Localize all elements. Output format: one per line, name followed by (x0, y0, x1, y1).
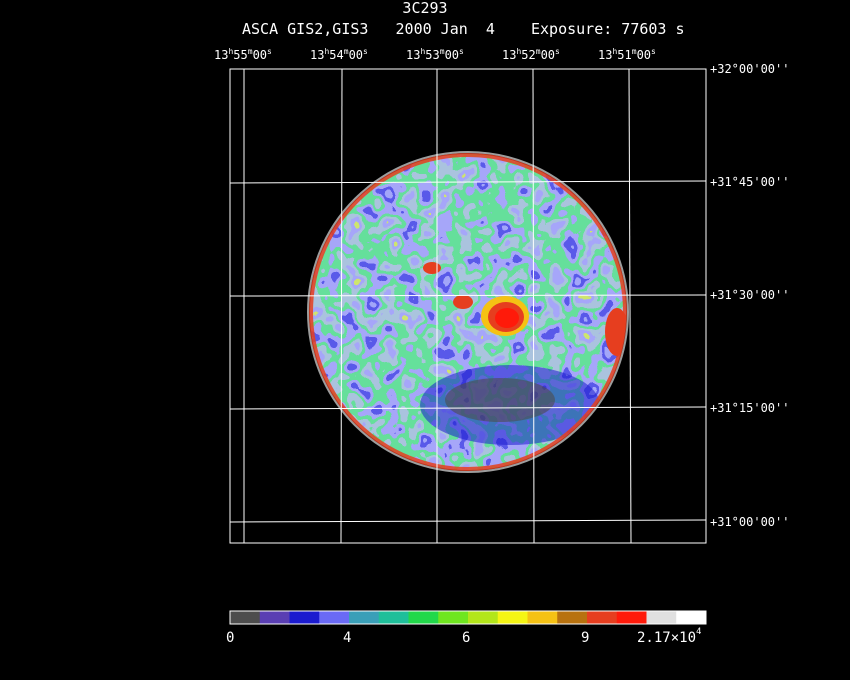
ra-label: 13h53m00s (406, 47, 464, 62)
colorbar-swatch (497, 611, 528, 624)
dec-label: +31°30'00'' (710, 288, 790, 302)
colorbar-swatch (378, 611, 409, 624)
plot-frame (229, 68, 707, 544)
colorbar-swatch (527, 611, 558, 624)
dec-label: +32°00'00'' (710, 62, 790, 76)
colorbar-tick-label: 6 (462, 630, 471, 646)
colorbar-swatch (587, 611, 618, 624)
colorbar-max-label: 2.17×104 (637, 627, 702, 646)
ra-label: 13h51m00s (598, 47, 656, 62)
detector-rim (309, 153, 627, 471)
colorbar-tick-label: 0 (226, 630, 235, 646)
colorbar-swatch (676, 611, 707, 624)
dec-label: +31°45'00'' (710, 175, 790, 189)
colorbar-swatch (616, 611, 647, 624)
colorbar-swatch (319, 611, 350, 624)
ra-label: 13h52m00s (502, 47, 560, 62)
image-title: 3C293 (402, 0, 448, 17)
colorbar-swatch (438, 611, 469, 624)
ra-label: 13h54m00s (310, 47, 368, 62)
detector-field (310, 154, 626, 470)
colorbar (230, 611, 707, 624)
colorbar-tick-label: 9 (581, 630, 590, 646)
observation-info: ASCA GIS2,GIS3 2000 Jan 4 Exposure: 7760… (242, 20, 685, 38)
colorbar-swatch (557, 611, 588, 624)
colorbar-swatch (259, 611, 290, 624)
colorbar-tick-label: 4 (343, 630, 352, 646)
colorbar-swatch (230, 611, 261, 624)
colorbar-swatch (646, 611, 677, 624)
colorbar-swatch (468, 611, 499, 624)
ra-label: 13h55m00s (214, 47, 272, 62)
colorbar-swatch (349, 611, 380, 624)
coordinate-grid (229, 68, 707, 544)
dec-label: +31°15'00'' (710, 401, 790, 415)
colorbar-swatch (408, 611, 439, 624)
dec-label: +31°00'00'' (710, 515, 790, 529)
colorbar-swatch (289, 611, 320, 624)
